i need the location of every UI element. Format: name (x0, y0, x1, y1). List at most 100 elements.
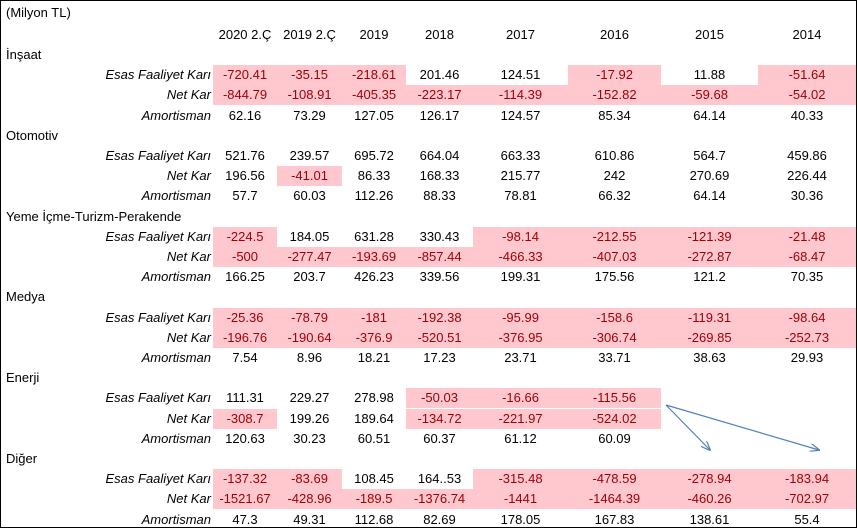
value-cell: 23.71 (504, 350, 537, 365)
value-cell: 242 (603, 168, 626, 184)
table-row: Amortisman 120.63 30.23 60.51 60.37 61.12 60.0… (1, 429, 856, 449)
value-cell: 49.31 (293, 511, 326, 527)
value-cell: 40.33 (790, 107, 824, 123)
column-header: 2019 2.Ç (283, 27, 336, 42)
value-cell: 521.76 (225, 148, 265, 163)
value-cell: -196.76 (213, 327, 277, 348)
value-cell: 610.86 (594, 148, 635, 163)
value-cell: -278.94 (661, 469, 758, 490)
value-cell: -306.74 (568, 327, 661, 348)
value-cell: -478.59 (568, 469, 661, 490)
table-row: Amortisman 166.25 203.7 426.23 339.56 199.31 1… (1, 267, 856, 287)
value-cell: 85.34 (598, 107, 631, 123)
value-cell: 33.71 (598, 350, 631, 365)
value-cell: -137.32 (213, 469, 277, 490)
value-cell: 564.7 (693, 148, 726, 163)
value-cell: 126.17 (419, 107, 460, 123)
value-cell: -119.31 (661, 307, 758, 328)
value-cell: -41.01 (277, 166, 342, 187)
value-cell: 631.28 (354, 228, 394, 244)
value-cell: 199.31 (500, 269, 541, 285)
row-label: Esas Faaliyet Karı (105, 228, 212, 244)
row-label: Esas Faaliyet Karı (105, 471, 212, 487)
column-header: 2019 (359, 27, 389, 42)
value-cell: 229.27 (289, 390, 330, 406)
value-cell: -702.97 (758, 489, 856, 510)
value-cell: -114.39 (473, 85, 568, 106)
value-cell: -98.14 (473, 226, 568, 247)
value-cell: 47.3 (232, 511, 258, 527)
section-title: Yeme İçme-Turizm-Perakende (6, 208, 182, 224)
value-cell: 64.14 (693, 188, 726, 204)
value-cell: 55.4 (794, 511, 820, 527)
value-cell: 330.43 (419, 228, 460, 244)
value-cell: 138.61 (689, 511, 730, 527)
value-cell: -269.85 (661, 327, 758, 348)
value-cell: 203.7 (293, 269, 326, 285)
value-cell: -315.48 (473, 469, 568, 490)
arrow-line-1 (665, 404, 710, 450)
value-cell: -158.6 (568, 307, 661, 328)
table-row: Esas Faaliyet Karı -25.36 -78.79 -181 -192.3… (1, 307, 856, 328)
value-cell: -252.73 (758, 327, 856, 348)
section-title: Otomotiv (6, 127, 59, 143)
value-cell: 60.03 (293, 188, 326, 204)
value-cell: -54.02 (758, 85, 856, 106)
column-header: 2015 (695, 27, 724, 42)
header-row: 2020 2.Ç 2019 2.Ç 2019 2018 2017 2016 2015 2014 (1, 25, 856, 45)
value-cell: 64.14 (693, 107, 726, 123)
row-label: Esas Faaliyet Karı (105, 148, 212, 163)
section-title-row: Diğer (1, 449, 856, 469)
value-cell: -83.69 (277, 469, 342, 490)
row-label: Net Kar (166, 87, 211, 103)
value-cell: 127.05 (354, 107, 394, 123)
table-row: Esas Faaliyet Karı 521.76 239.57 695.72 664.… (1, 146, 856, 166)
value-cell: -192.38 (406, 307, 473, 328)
section-title: Diğer (6, 451, 38, 466)
value-cell: 184.05 (289, 228, 330, 244)
value-cell: -98.64 (758, 307, 856, 328)
value-cell: 30.36 (790, 188, 824, 204)
value-cell: 201.46 (419, 67, 460, 83)
value-cell: -466.33 (473, 247, 568, 267)
value-cell: 73.29 (293, 107, 326, 123)
table-row: Esas Faaliyet Karı -137.32 -83.69 108.45 164… (1, 469, 856, 490)
value-cell: -35.15 (277, 65, 342, 86)
value-cell: -121.39 (661, 226, 758, 247)
value-cell: 664.04 (419, 148, 460, 163)
section-title: İnşaat (6, 47, 42, 62)
value-cell: 86.33 (357, 168, 391, 184)
row-label: Net Kar (166, 168, 211, 184)
column-header: 2018 (425, 27, 454, 42)
value-cell: -51.64 (758, 65, 856, 86)
value-cell: -212.55 (568, 226, 661, 247)
section-title: Medya (6, 289, 46, 305)
value-cell: 60.51 (357, 430, 391, 446)
value-cell: 78.81 (504, 188, 537, 204)
value-cell: -181 (342, 307, 406, 328)
value-cell: -134.72 (406, 408, 473, 429)
unit-label: (Milyon TL) (6, 5, 71, 20)
value-cell: -844.79 (213, 85, 277, 106)
value-cell: 66.32 (598, 188, 631, 204)
value-cell: 7.54 (232, 350, 258, 365)
value-cell: 695.72 (354, 148, 394, 163)
table-row: Esas Faaliyet Karı -720.41 -35.15 -218.61 20… (1, 65, 856, 86)
column-header: 2020 2.Ç (218, 27, 272, 42)
value-cell: 112.26 (354, 188, 394, 204)
value-cell: -25.36 (213, 307, 277, 328)
section-title-row: Otomotiv (1, 126, 856, 146)
value-cell: -59.68 (661, 85, 758, 106)
value-cell: -500 (213, 247, 277, 267)
section-title-row: İnşaat (1, 45, 856, 65)
value-cell: 61.12 (504, 430, 537, 446)
arrow-line-2 (665, 404, 819, 450)
table-row: Amortisman 7.54 8.96 18.21 17.23 23.71 33.71 38… (1, 348, 856, 368)
row-label: Net Kar (166, 329, 211, 345)
value-cell: -190.64 (277, 327, 342, 348)
value-cell: 168.33 (419, 168, 460, 184)
value-cell: -1376.74 (406, 489, 473, 510)
value-cell: 164..53 (417, 471, 462, 487)
value-cell: 62.16 (228, 107, 262, 123)
value-cell: 121.2 (693, 269, 726, 285)
